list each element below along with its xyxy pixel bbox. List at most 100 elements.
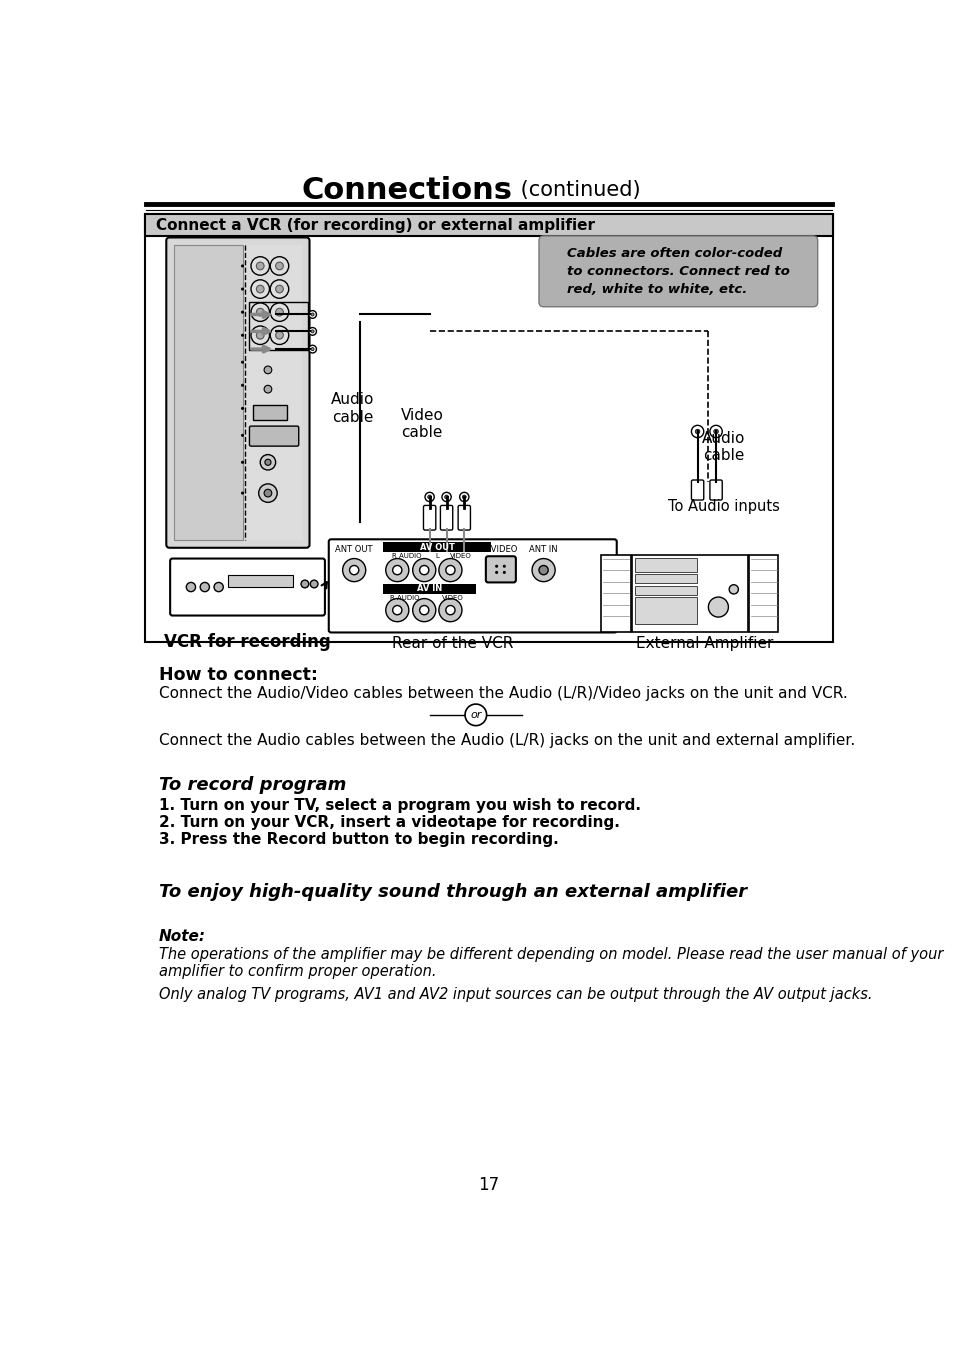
Circle shape [310,580,317,587]
Text: Connect the Audio/Video cables between the Audio (L/R)/Video jacks on the unit a: Connect the Audio/Video cables between t… [158,686,846,701]
Circle shape [275,262,283,270]
Circle shape [495,564,497,568]
Circle shape [695,429,700,433]
Circle shape [256,308,264,316]
Circle shape [311,347,314,351]
Bar [253,405,287,420]
Circle shape [309,328,316,335]
Text: or: or [470,710,481,720]
Bar [383,543,491,552]
Text: 2. Turn on your VCR, insert a videotape for recording.: 2. Turn on your VCR, insert a videotape … [158,815,618,830]
Circle shape [441,493,451,502]
Circle shape [275,308,283,316]
Text: AV OUT: AV OUT [419,543,455,552]
Circle shape [708,597,728,617]
Bar [383,585,476,594]
Text: amplifier to confirm proper operation.: amplifier to confirm proper operation. [158,964,436,979]
FancyBboxPatch shape [457,505,470,531]
Text: Note:: Note: [158,929,206,944]
Circle shape [270,302,289,321]
Circle shape [275,285,283,293]
Circle shape [462,495,466,500]
Text: S-VIDEO: S-VIDEO [483,545,517,554]
Circle shape [464,705,486,726]
Circle shape [445,566,455,575]
Text: Audio
cable: Audio cable [331,393,374,425]
Bar [173,246,243,540]
Circle shape [241,406,244,410]
Text: Cables are often color-coded
to connectors. Connect red to
red, white to white, : Cables are often color-coded to connecto… [566,247,789,296]
FancyBboxPatch shape [329,539,616,632]
Circle shape [270,325,289,344]
Text: To record program: To record program [158,776,346,794]
Circle shape [309,310,316,319]
Circle shape [419,606,429,614]
Bar [145,215,832,641]
FancyBboxPatch shape [485,556,516,582]
Text: Connections: Connections [301,176,512,205]
Text: 3. Press the Record button to begin recording.: 3. Press the Record button to begin reco… [158,832,558,846]
Bar [145,215,832,236]
Circle shape [258,483,277,502]
Circle shape [241,360,244,363]
Circle shape [241,288,244,290]
FancyBboxPatch shape [709,481,721,500]
Bar [635,597,696,624]
Circle shape [444,495,448,500]
Circle shape [709,425,721,437]
Circle shape [445,606,455,614]
Bar [635,586,696,595]
Bar [249,302,308,350]
Circle shape [265,459,271,466]
Text: VIDEO: VIDEO [449,554,471,559]
Text: R AUDIO: R AUDIO [392,554,421,559]
Circle shape [256,262,264,270]
Circle shape [427,495,431,500]
Text: AV IN: AV IN [416,585,442,593]
Bar [600,555,630,632]
Circle shape [275,331,283,339]
Circle shape [213,582,223,591]
Circle shape [241,265,244,267]
Circle shape [495,571,497,574]
FancyBboxPatch shape [691,481,703,500]
FancyBboxPatch shape [249,427,298,446]
Bar [145,215,832,236]
Circle shape [251,302,269,321]
Text: Rear of the VCR: Rear of the VCR [392,636,513,651]
Text: To Audio inputs: To Audio inputs [667,500,779,514]
Circle shape [502,564,505,568]
Circle shape [260,455,275,470]
Text: R AUDIO: R AUDIO [390,595,419,601]
Circle shape [264,385,272,393]
Bar [748,555,778,632]
Circle shape [301,580,309,587]
Text: 17: 17 [477,1176,499,1193]
Circle shape [256,331,264,339]
Text: Video
cable: Video cable [400,408,443,440]
Circle shape [438,598,461,622]
Text: How to connect:: How to connect: [158,667,317,684]
Circle shape [309,346,316,352]
Text: The operations of the amplifier may be different depending on model. Please read: The operations of the amplifier may be d… [158,948,942,963]
Bar [245,246,301,540]
Text: To enjoy high-quality sound through an external amplifier: To enjoy high-quality sound through an e… [158,883,746,900]
Text: VIDEO: VIDEO [441,595,463,601]
Circle shape [200,582,210,591]
Circle shape [393,606,401,614]
Bar [632,555,747,632]
Circle shape [538,566,548,575]
FancyBboxPatch shape [538,236,817,306]
Circle shape [256,285,264,293]
Text: External Amplifier: External Amplifier [635,636,772,651]
Circle shape [385,598,409,622]
Text: ANT OUT: ANT OUT [335,545,373,554]
FancyBboxPatch shape [440,505,453,531]
Circle shape [270,256,289,275]
Circle shape [532,559,555,582]
Circle shape [342,559,365,582]
Circle shape [385,559,409,582]
FancyBboxPatch shape [423,505,436,531]
Circle shape [270,279,289,298]
Circle shape [251,325,269,344]
